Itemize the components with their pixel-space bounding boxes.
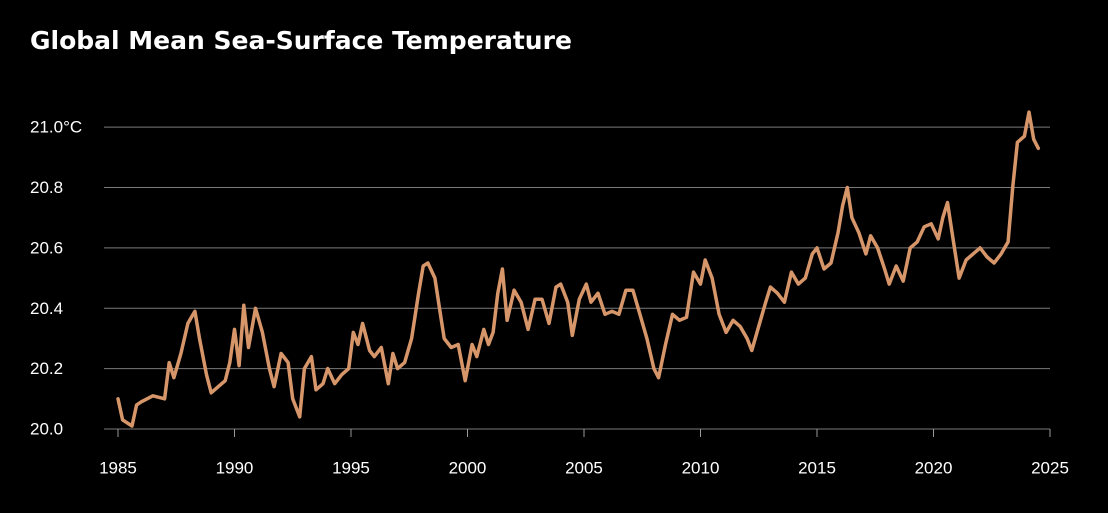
y-tick-label: 20.6 (30, 238, 63, 257)
x-tick-label: 2005 (565, 458, 603, 477)
x-tick-label: 2000 (449, 458, 487, 477)
x-tick-label: 2020 (915, 458, 953, 477)
x-tick-label: 2025 (1031, 458, 1069, 477)
y-tick-label: 20.8 (30, 178, 63, 197)
y-tick-label: 20.0 (30, 419, 63, 438)
chart-title: Global Mean Sea-Surface Temperature (30, 26, 572, 55)
x-tick-label: 1985 (99, 458, 137, 477)
y-tick-label: 20.4 (30, 299, 63, 318)
x-tick-label: 2015 (798, 458, 836, 477)
y-tick-label: 20.2 (30, 359, 63, 378)
x-tick-label: 1990 (216, 458, 254, 477)
x-tick-label: 2010 (682, 458, 720, 477)
x-tick-label: 1995 (332, 458, 370, 477)
y-tick-label: 21.0°C (30, 118, 82, 137)
data-line (116, 110, 1041, 428)
